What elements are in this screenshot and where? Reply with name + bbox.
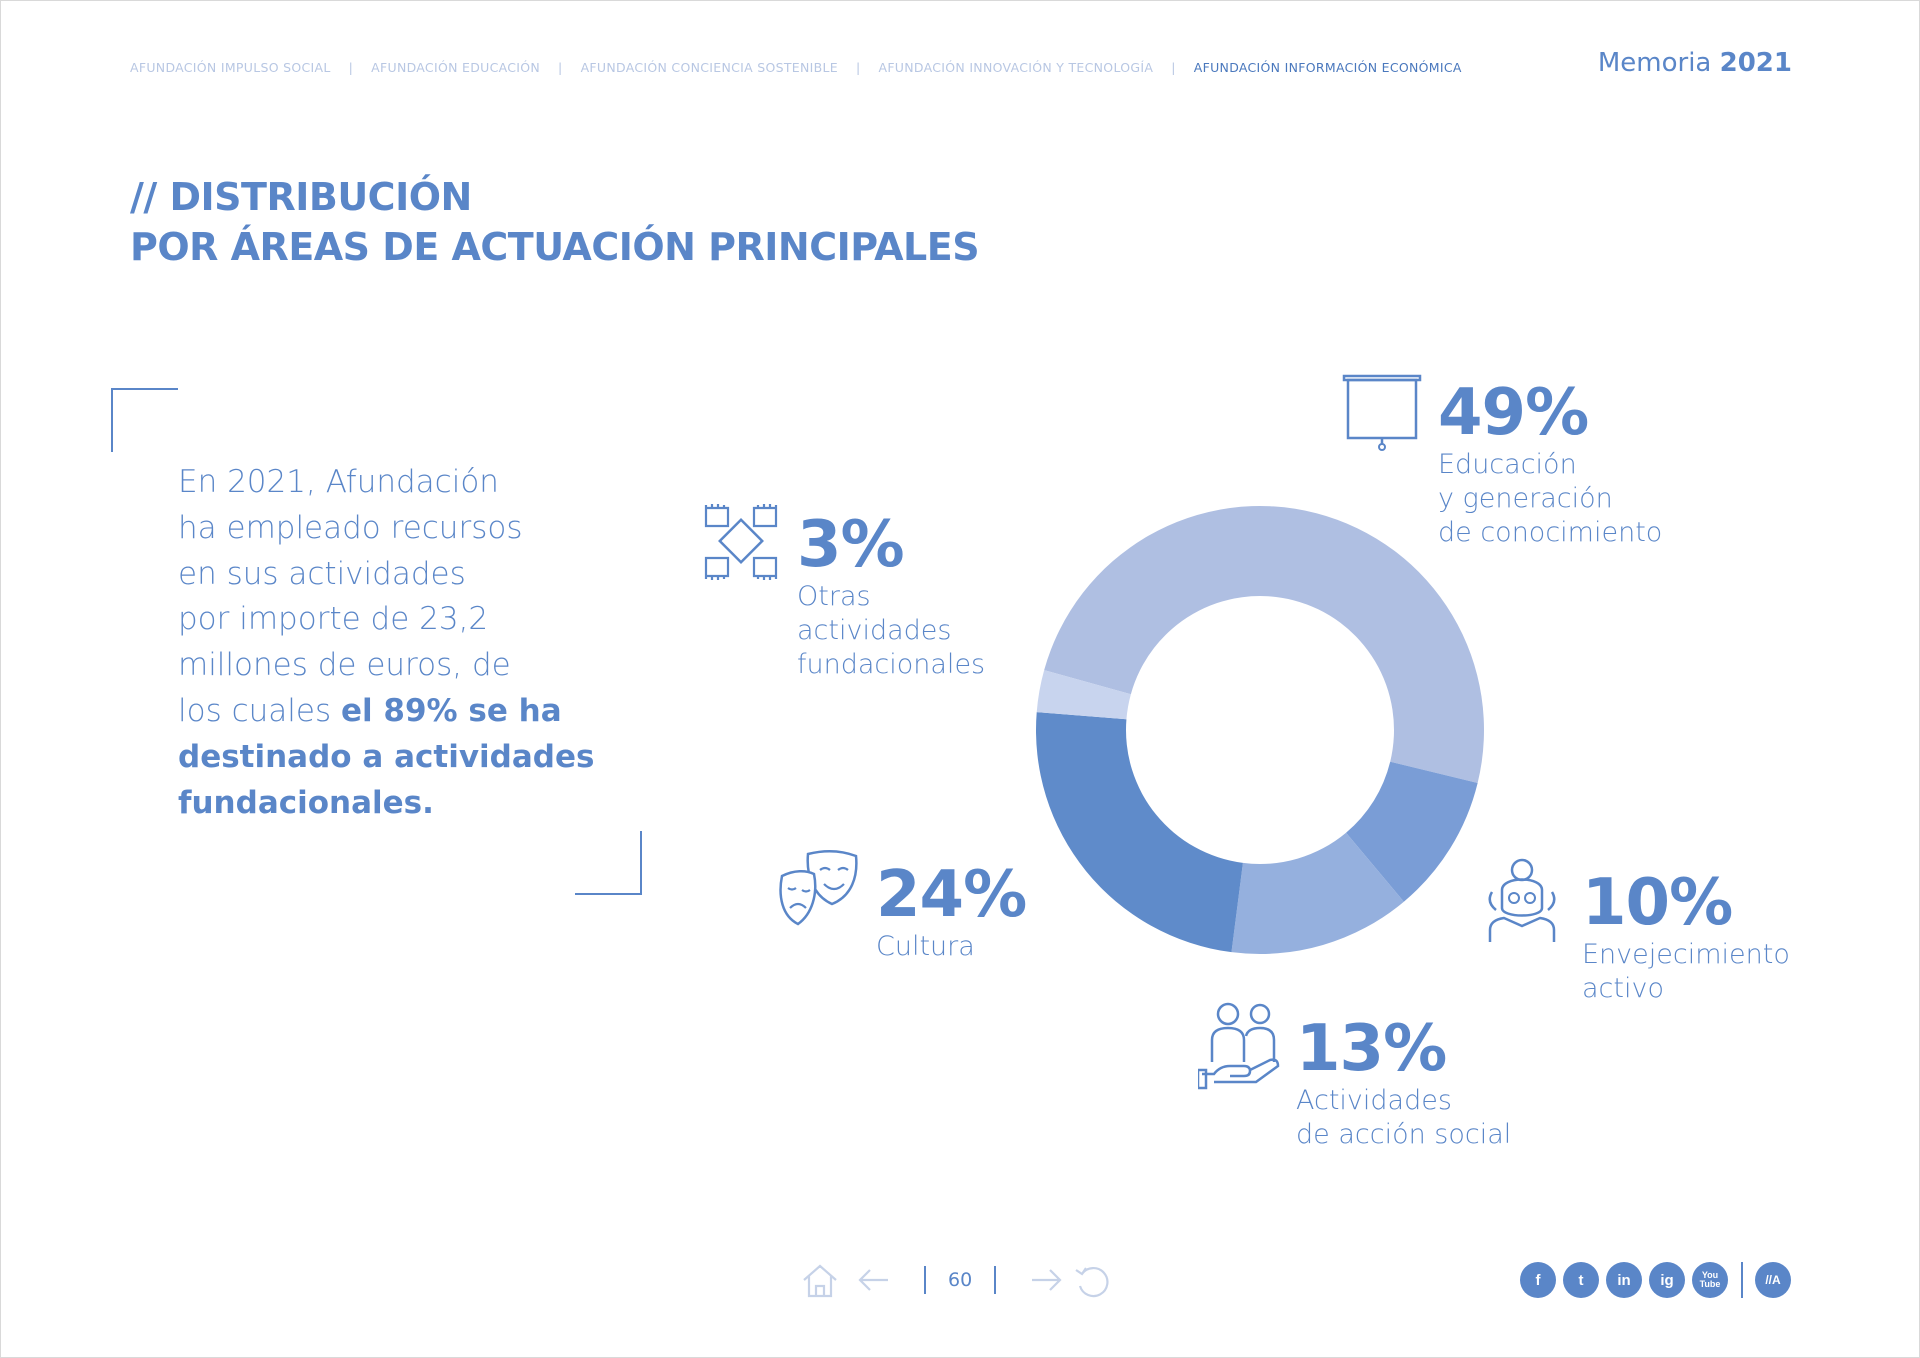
pct-cultura: 24% xyxy=(876,858,1027,932)
desc-line: Otras xyxy=(797,581,871,612)
pct-educacion: 49% xyxy=(1438,376,1589,450)
bracket-top-left xyxy=(111,388,178,452)
joined-hands-icon xyxy=(704,504,778,580)
page-navigation: 60 xyxy=(800,1250,1112,1310)
desc-line: Cultura xyxy=(876,931,975,962)
memoria-year: 2021 xyxy=(1719,48,1792,78)
intro-line: los cuales el 89% se ha xyxy=(178,689,598,735)
label-accion-social: 13% Actividades de acción social xyxy=(1296,1014,1511,1152)
intro-highlight: fundacionales. xyxy=(178,784,434,821)
linkedin-icon[interactable]: in xyxy=(1606,1262,1642,1298)
donut-slice-accion-social xyxy=(1231,832,1404,954)
facebook-icon[interactable]: f xyxy=(1520,1262,1556,1298)
page-title: // DISTRIBUCIÓN POR ÁREAS DE ACTUACIÓN P… xyxy=(130,172,980,272)
social-divider xyxy=(1741,1262,1743,1298)
memoria-label: Memoria xyxy=(1597,48,1712,78)
desc-line: activo xyxy=(1582,973,1664,1004)
social-links: f t in ig You Tube //A xyxy=(1520,1262,1798,1298)
instagram-icon[interactable]: ig xyxy=(1649,1262,1685,1298)
intro-line: en sus actividades xyxy=(178,555,466,592)
page-number: 60 xyxy=(924,1266,997,1294)
arrow-right-icon[interactable] xyxy=(1026,1260,1066,1300)
bracket-bottom-right xyxy=(575,831,642,895)
intro-line: ha empleado recursos xyxy=(178,509,523,546)
donut-slice-cultura xyxy=(1036,712,1243,953)
arrow-left-icon[interactable] xyxy=(854,1260,894,1300)
label-otras: 3% Otras actividades fundacionales xyxy=(797,510,985,682)
donut-slice-envejecimiento xyxy=(1346,761,1478,902)
theater-masks-icon xyxy=(779,850,858,926)
donut-chart xyxy=(1036,505,1484,954)
nav-separator: | xyxy=(855,60,861,75)
section-nav: AFUNDACIÓN IMPULSO SOCIAL | AFUNDACIÓN E… xyxy=(130,60,1462,75)
pct-accion-social: 13% xyxy=(1296,1012,1447,1086)
page-title-line1: // DISTRIBUCIÓN xyxy=(130,175,472,219)
desc-line: Envejecimiento xyxy=(1582,939,1790,970)
nav-educacion[interactable]: AFUNDACIÓN EDUCACIÓN xyxy=(371,60,541,75)
nav-separator: | xyxy=(1171,60,1176,75)
nav-informacion-economica[interactable]: AFUNDACIÓN INFORMACIÓN ECONÓMICA xyxy=(1193,60,1462,75)
intro-line: millones de euros, de xyxy=(178,647,511,684)
intro-plain: los cuales xyxy=(178,692,341,729)
nav-separator: | xyxy=(348,60,354,75)
nav-conciencia-sostenible[interactable]: AFUNDACIÓN CONCIENCIA SOSTENIBLE xyxy=(580,60,838,75)
undo-icon[interactable] xyxy=(1072,1260,1112,1300)
pct-otras: 3% xyxy=(797,508,905,582)
twitter-icon[interactable]: t xyxy=(1563,1262,1599,1298)
intro-line: En 2021, Afundación xyxy=(178,464,499,500)
helping-hand-people-icon xyxy=(1198,1002,1280,1090)
desc-line: actividades xyxy=(797,615,952,646)
intro-line: por importe de 23,2 xyxy=(178,601,489,638)
nav-separator: | xyxy=(558,60,563,75)
label-envejecimiento: 10% Envejecimiento activo xyxy=(1582,868,1790,1006)
label-cultura: 24% Cultura xyxy=(876,858,1027,964)
youtube-icon[interactable]: You Tube xyxy=(1692,1262,1728,1298)
desc-line: Actividades xyxy=(1296,1085,1452,1116)
nav-impulso-social[interactable]: AFUNDACIÓN IMPULSO SOCIAL xyxy=(130,60,331,75)
page-title-line2: POR ÁREAS DE ACTUACIÓN PRINCIPALES xyxy=(130,225,980,269)
pct-envejecimiento: 10% xyxy=(1582,866,1733,940)
desc-line: y generación xyxy=(1438,483,1613,514)
intro-highlight: el 89% se ha xyxy=(340,692,562,729)
intro-text: En 2021, Afundación ha empleado recursos… xyxy=(178,460,598,826)
afundacion-tv-icon[interactable]: //A xyxy=(1755,1262,1791,1298)
desc-line: de acción social xyxy=(1296,1119,1512,1150)
label-educacion: 49% Educación y generación de conocimien… xyxy=(1438,378,1662,550)
projector-screen-icon xyxy=(1342,374,1422,451)
intro-highlight: destinado a actividades xyxy=(178,738,595,775)
desc-line: Educación xyxy=(1438,449,1577,480)
memoria-title: Memoria 2021 xyxy=(1598,48,1792,78)
home-icon[interactable] xyxy=(800,1260,840,1300)
nav-innovacion-tecnologia[interactable]: AFUNDACIÓN INNOVACIÓN Y TECNOLOGÍA xyxy=(878,60,1154,75)
donut-slice-otras xyxy=(1036,670,1131,720)
elderly-person-icon xyxy=(1488,858,1556,942)
donut-slice-educacion xyxy=(1044,505,1484,783)
desc-line: de conocimiento xyxy=(1438,517,1663,548)
desc-line: fundacionales xyxy=(797,649,986,680)
